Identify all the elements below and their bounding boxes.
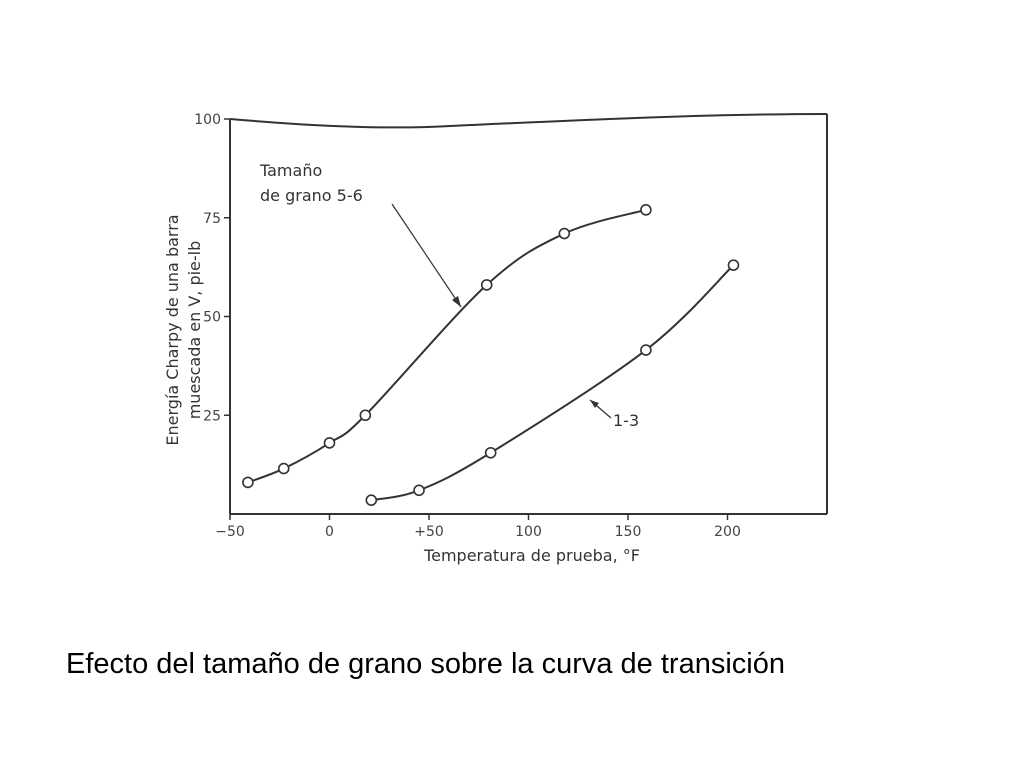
- plot-top-border: [229, 113, 828, 129]
- y-axis-ticks: 25 50 75 100: [194, 112, 230, 424]
- series-1-point: [323, 437, 336, 449]
- series-1-point: [242, 476, 254, 489]
- y-tick-label: 75: [203, 211, 221, 227]
- x-tick-label: +50: [414, 524, 444, 540]
- figure-caption: Efecto del tamaño de grano sobre la curv…: [66, 648, 785, 680]
- y-tick-label: 100: [194, 112, 221, 128]
- series-2-label: 1-3: [613, 411, 639, 430]
- y-tick-label: 50: [203, 310, 221, 326]
- series-1-leader-arrowhead: [452, 296, 461, 307]
- y-tick-label: 25: [203, 408, 221, 424]
- series-2-line: [371, 264, 735, 502]
- x-tick-label: 0: [325, 524, 334, 540]
- series-1-line: [247, 208, 647, 484]
- y-axis-title-line-1: Energía Charpy de una barra: [163, 214, 182, 445]
- series-2-point: [413, 484, 425, 497]
- series-2-point: [484, 446, 497, 459]
- series-2-point: [640, 344, 652, 356]
- series-1-point: [277, 462, 290, 475]
- series-annotations: Tamaño de grano 5-6 1-3: [259, 161, 639, 430]
- series-1-leader-line: [391, 203, 462, 308]
- y-axis-title-line-2: muescada en V, pie-lb: [185, 241, 204, 420]
- x-axis-title: Temperatura de prueba, °F: [423, 546, 640, 565]
- series-layer: [242, 204, 740, 506]
- y-axis-title: Energía Charpy de una barra muescada en …: [163, 214, 204, 445]
- series-2-point: [365, 494, 378, 506]
- x-tick-label: −50: [215, 524, 245, 540]
- series-2-point: [727, 259, 740, 271]
- series-1-point: [640, 204, 652, 216]
- x-axis-ticks: −50 0 +50 100 150 200: [215, 514, 741, 540]
- series-1-point: [480, 279, 493, 291]
- series-2-leader-arrowhead: [590, 400, 599, 408]
- x-tick-label: 100: [515, 524, 542, 540]
- x-tick-label: 150: [615, 524, 642, 540]
- series-1-point: [558, 227, 571, 240]
- series-1-point: [359, 409, 372, 422]
- series-1-label-line-2: de grano 5-6: [260, 186, 363, 205]
- x-tick-label: 200: [714, 524, 741, 540]
- series-1-label-line-1: Tamaño: [259, 161, 322, 180]
